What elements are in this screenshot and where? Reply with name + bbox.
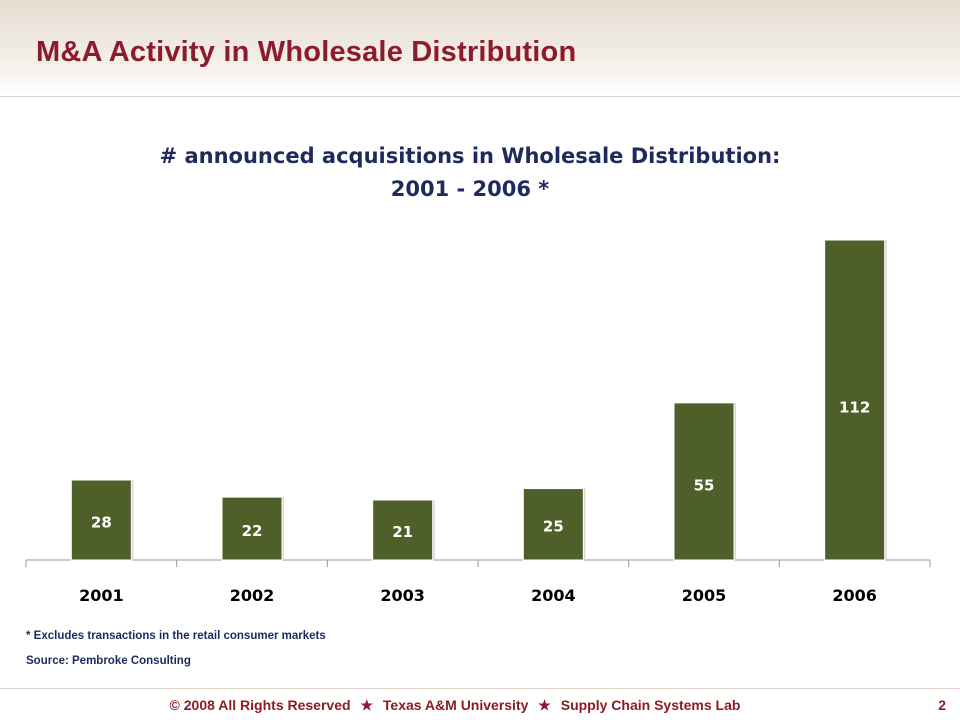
x-tick-label-2002: 2002: [230, 586, 275, 605]
header-divider: [0, 96, 960, 97]
data-label-2004: 25: [543, 518, 564, 536]
x-tick-label-2003: 2003: [380, 586, 425, 605]
footer-copyright: 2008 All Rights Reserved: [183, 697, 351, 713]
footnote-exclusion: * Excludes transactions in the retail co…: [26, 630, 326, 642]
x-tick-label-2004: 2004: [531, 586, 576, 605]
x-tick-label-2005: 2005: [682, 586, 727, 605]
data-label-2005: 55: [694, 477, 715, 495]
bar-2005: [673, 402, 735, 561]
x-tick-label-2006: 2006: [832, 586, 877, 605]
data-label-2003: 21: [392, 523, 413, 541]
data-label-2006: 112: [839, 398, 870, 416]
page-number: 2: [938, 697, 946, 713]
footer-university: Texas A&M University: [382, 697, 529, 713]
bar-2002: [221, 496, 283, 561]
footnote-source: Source: Pembroke Consulting: [26, 655, 191, 667]
x-tick-label-2001: 2001: [79, 586, 124, 605]
chart-title-line-1: # announced acquisitions in Wholesale Di…: [159, 144, 781, 168]
header-band: [0, 0, 960, 96]
chart-title-line-2: 2001 - 2006 *: [390, 177, 550, 201]
footer-divider: [0, 688, 960, 689]
footer-lab: Supply Chain Systems Lab: [560, 697, 741, 713]
chart-title: # announced acquisitions in Wholesale Di…: [0, 140, 940, 206]
slide-title: M&A Activity in Wholesale Distribution: [36, 36, 577, 68]
copyright-icon: ©: [169, 697, 180, 713]
bar-2004: [522, 488, 584, 561]
bar-2003: [372, 499, 434, 561]
footer: © 2008 All Rights Reserved ★ Texas A&M U…: [0, 697, 910, 714]
bar-2006: [824, 239, 886, 561]
data-label-2002: 22: [242, 522, 263, 540]
bar-2001: [70, 479, 132, 561]
star-icon: ★: [360, 697, 373, 713]
data-label-2001: 28: [91, 514, 112, 532]
star-icon: ★: [538, 697, 551, 713]
